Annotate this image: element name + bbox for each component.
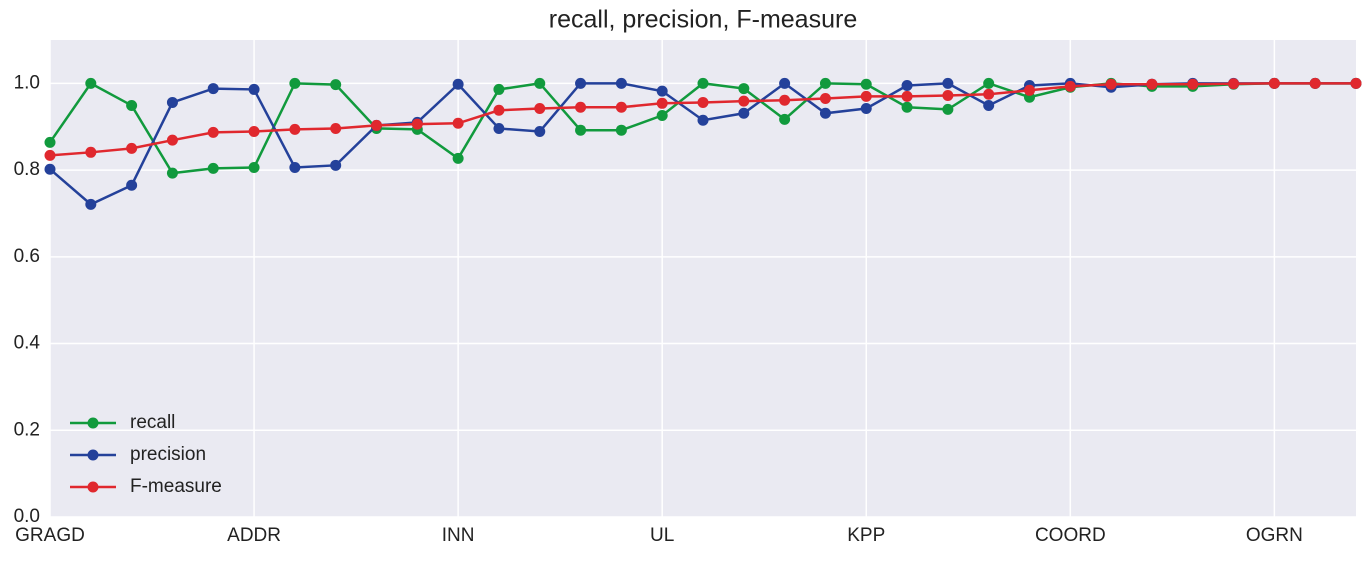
- point: [738, 107, 750, 119]
- point: [534, 77, 546, 89]
- point: [942, 103, 954, 115]
- point: [330, 159, 342, 171]
- point: [575, 124, 587, 136]
- point: [534, 125, 546, 137]
- point: [779, 94, 791, 106]
- point: [615, 124, 627, 136]
- point: [1146, 78, 1158, 90]
- point: [901, 80, 913, 92]
- point: [289, 161, 301, 173]
- point: [411, 118, 423, 130]
- y-tick-label: 0.8: [14, 159, 40, 180]
- point: [44, 163, 56, 175]
- point: [493, 83, 505, 95]
- point: [452, 117, 464, 129]
- point: [1105, 78, 1117, 90]
- point: [779, 77, 791, 89]
- point: [1024, 84, 1035, 96]
- point: [452, 152, 464, 164]
- y-tick-label: 1.0: [14, 72, 40, 93]
- point: [330, 122, 342, 134]
- x-tick-label: COORD: [1035, 525, 1106, 546]
- point: [207, 83, 219, 95]
- legend-label: precision: [130, 444, 206, 465]
- point: [452, 78, 464, 90]
- point: [493, 104, 505, 116]
- point: [983, 77, 995, 89]
- x-tick-label: UL: [650, 525, 674, 546]
- point: [819, 77, 831, 89]
- legend-marker: [87, 449, 99, 461]
- point: [819, 107, 831, 119]
- point: [860, 78, 872, 90]
- point: [983, 99, 995, 111]
- point: [330, 79, 342, 91]
- legend-marker: [87, 417, 99, 429]
- point: [738, 83, 750, 95]
- point: [942, 90, 954, 102]
- x-tick-label: OGRN: [1246, 525, 1303, 546]
- point: [248, 83, 260, 95]
- point: [289, 77, 301, 89]
- legend-label: F-measure: [130, 476, 222, 497]
- point: [901, 101, 913, 113]
- point: [656, 109, 668, 121]
- point: [901, 90, 913, 102]
- point: [1309, 77, 1321, 89]
- point: [85, 146, 97, 158]
- point: [942, 77, 954, 89]
- point: [44, 136, 56, 148]
- legend-label: recall: [130, 412, 175, 433]
- point: [575, 101, 587, 113]
- x-tick-label: KPP: [847, 525, 885, 546]
- point: [656, 85, 668, 97]
- point: [615, 101, 627, 113]
- x-tick-label: GRAGD: [15, 525, 85, 546]
- point: [1187, 78, 1199, 90]
- point: [207, 162, 219, 174]
- point: [248, 161, 260, 173]
- y-tick-label: 0.2: [14, 419, 40, 440]
- point: [248, 125, 260, 137]
- point: [860, 90, 872, 102]
- point: [85, 198, 97, 210]
- point: [493, 122, 505, 134]
- point: [85, 77, 97, 89]
- point: [656, 97, 668, 109]
- point: [819, 93, 831, 105]
- y-tick-label: 0.0: [14, 506, 40, 527]
- point: [126, 99, 138, 111]
- point: [697, 77, 709, 89]
- y-tick-label: 0.4: [14, 333, 41, 354]
- point: [1350, 77, 1362, 89]
- point: [371, 119, 382, 131]
- point: [126, 142, 138, 154]
- point: [1228, 78, 1240, 90]
- point: [615, 77, 627, 89]
- point: [697, 96, 709, 108]
- point: [1064, 80, 1076, 92]
- x-tick-label: INN: [442, 525, 475, 546]
- point: [166, 134, 178, 146]
- chart-title: recall, precision, F-measure: [549, 6, 857, 34]
- point: [534, 103, 546, 115]
- point: [126, 179, 138, 191]
- point: [1268, 77, 1280, 89]
- point: [289, 123, 301, 135]
- point: [983, 88, 995, 100]
- point: [738, 95, 750, 107]
- y-tick-label: 0.6: [14, 246, 40, 267]
- point: [207, 126, 219, 138]
- point: [166, 96, 178, 108]
- point: [44, 149, 56, 161]
- plot-area: [50, 40, 1356, 517]
- legend-marker: [87, 481, 99, 493]
- point: [860, 103, 872, 115]
- point: [166, 167, 178, 179]
- x-tick-label: ADDR: [227, 525, 281, 546]
- point: [697, 114, 709, 126]
- point: [779, 113, 791, 125]
- point: [575, 77, 587, 89]
